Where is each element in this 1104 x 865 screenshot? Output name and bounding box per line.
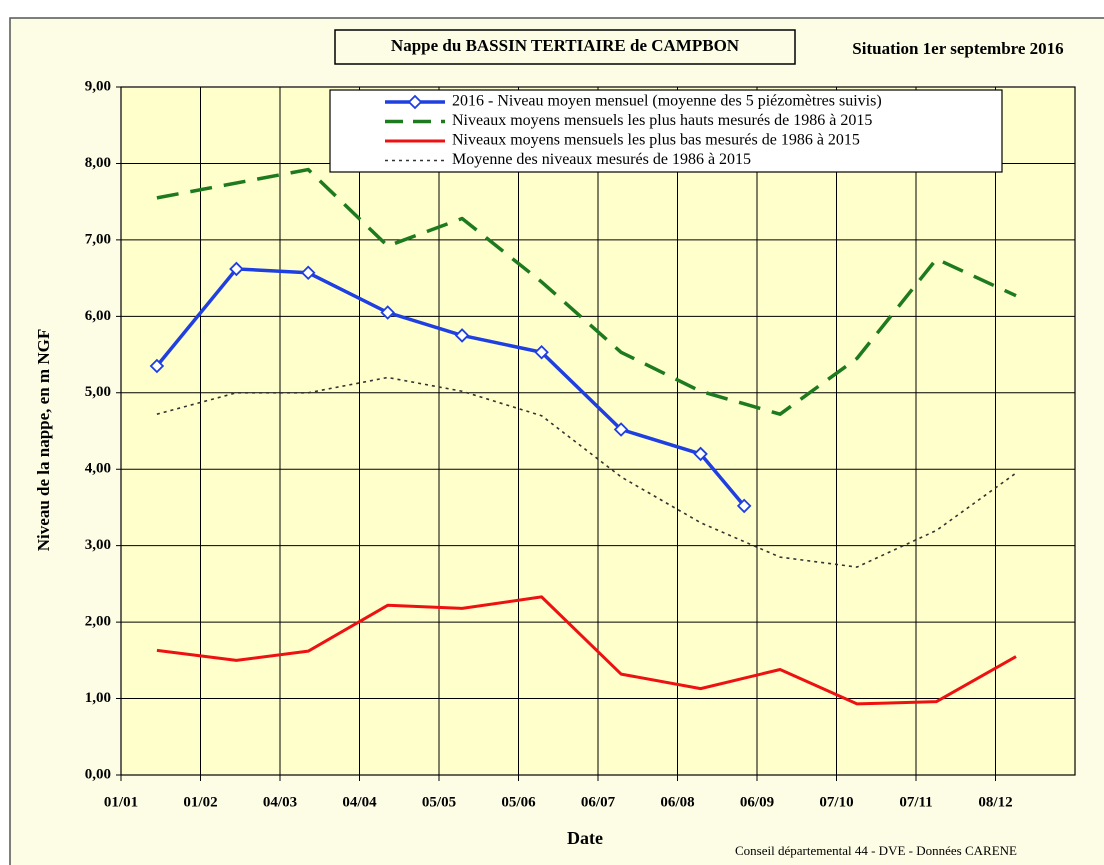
x-tick-label: 06/07 [581, 794, 616, 810]
point-marker [613, 422, 629, 437]
x-tick-label: 01/01 [104, 794, 138, 810]
point-marker [149, 358, 165, 374]
series-line [156, 376, 1017, 568]
series-line [156, 167, 1017, 416]
y-tick-label: 3,00 [85, 537, 111, 553]
x-tick-label: 06/08 [660, 794, 694, 810]
x-tick-label: 07/10 [819, 794, 853, 810]
x-tick-label: 04/03 [263, 794, 297, 810]
point-marker [693, 446, 708, 462]
title-box [334, 29, 796, 65]
y-tick-label: 4,00 [85, 461, 111, 477]
x-tick-label: 05/05 [422, 794, 456, 810]
x-axis-label: Date [567, 828, 603, 848]
point-marker [380, 305, 395, 320]
subtitle: Situation 1er septembre 2016 [852, 39, 1063, 58]
legend-label: Niveaux moyens mensuels les plus hauts m… [452, 112, 872, 129]
y-tick-label: 0,00 [85, 766, 111, 782]
chart-title: Nappe du BASSIN TERTIAIRE de CAMPBON [391, 36, 740, 55]
y-tick-label: 5,00 [85, 384, 111, 400]
y-tick-label: 1,00 [85, 690, 111, 706]
point-marker [736, 498, 752, 514]
y-tick-label: 7,00 [85, 231, 111, 247]
legend-label: 2016 - Niveau moyen mensuel (moyenne des… [452, 93, 882, 110]
y-tick-label: 8,00 [85, 155, 111, 171]
x-tick-label: 04/04 [342, 794, 377, 810]
point-marker [454, 328, 470, 343]
y-tick-label: 2,00 [85, 614, 111, 630]
point-marker [534, 344, 549, 360]
x-tick-label: 07/11 [899, 794, 932, 810]
x-tick-label: 08/12 [978, 794, 1012, 810]
x-tick-label: 05/06 [501, 794, 536, 810]
x-tick-label: 06/09 [740, 794, 774, 810]
series-line [156, 595, 1017, 706]
y-axis-label: Niveau de la nappe, en m NGF [34, 329, 53, 551]
y-tick-label: 9,00 [85, 78, 111, 94]
y-tick-label: 6,00 [85, 308, 111, 324]
x-tick-label: 01/02 [183, 794, 217, 810]
source: Conseil départemental 44 - DVE - Données… [735, 843, 1017, 858]
point-marker [300, 265, 316, 281]
legend-label: Moyenne des niveaux mesurés de 1986 à 20… [452, 151, 751, 168]
point-marker [229, 261, 244, 277]
legend-marker [407, 94, 423, 110]
legend-label: Niveaux moyens mensuels les plus bas mes… [452, 132, 860, 149]
